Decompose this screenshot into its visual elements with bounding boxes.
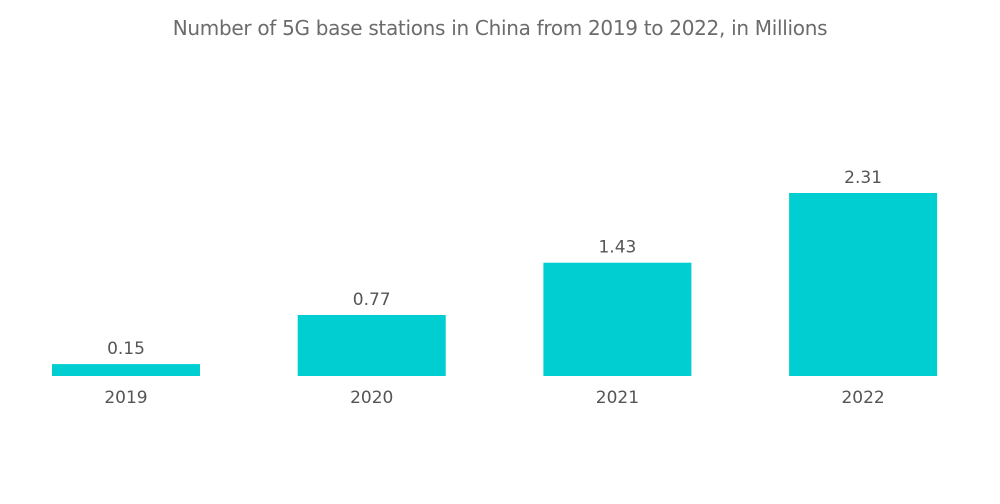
chart-title: Number of 5G base stations in China from… — [172, 16, 828, 40]
category-label-2020: 2020 — [350, 388, 393, 408]
value-label-2019: 0.15 — [107, 339, 145, 359]
value-label-2022: 2.31 — [844, 168, 882, 188]
value-label-2021: 1.43 — [598, 238, 636, 258]
category-label-2022: 2022 — [841, 388, 884, 408]
category-label-2019: 2019 — [104, 388, 147, 408]
bar-2022 — [789, 193, 938, 376]
bar-2021 — [543, 262, 692, 376]
bar-2019 — [52, 364, 200, 376]
bar-2020 — [297, 315, 446, 376]
category-label-2021: 2021 — [596, 388, 639, 408]
value-label-2020: 0.77 — [353, 290, 391, 310]
